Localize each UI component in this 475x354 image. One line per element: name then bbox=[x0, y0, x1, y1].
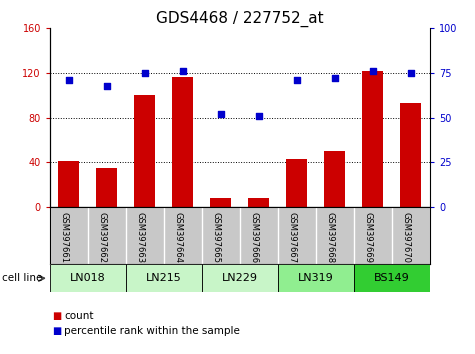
Bar bbox=[134, 95, 155, 207]
Bar bbox=[58, 161, 79, 207]
Bar bbox=[248, 198, 269, 207]
Text: percentile rank within the sample: percentile rank within the sample bbox=[64, 326, 240, 336]
Bar bbox=[400, 103, 421, 207]
Point bbox=[217, 111, 225, 117]
Text: BS149: BS149 bbox=[374, 273, 410, 283]
Text: LN018: LN018 bbox=[70, 273, 106, 283]
Text: LN229: LN229 bbox=[222, 273, 258, 283]
Text: GSM397661: GSM397661 bbox=[60, 212, 69, 263]
Text: GSM397669: GSM397669 bbox=[364, 212, 373, 263]
Bar bbox=[278, 264, 354, 292]
Text: LN215: LN215 bbox=[146, 273, 182, 283]
Text: GSM397663: GSM397663 bbox=[136, 212, 145, 263]
Text: LN319: LN319 bbox=[298, 273, 334, 283]
Text: ■: ■ bbox=[52, 311, 61, 321]
Bar bbox=[172, 78, 193, 207]
Text: GSM397662: GSM397662 bbox=[98, 212, 107, 263]
Bar bbox=[286, 159, 307, 207]
Bar bbox=[126, 264, 202, 292]
Bar bbox=[210, 198, 231, 207]
Text: GSM397670: GSM397670 bbox=[402, 212, 411, 263]
Text: GSM397668: GSM397668 bbox=[326, 212, 335, 263]
Point bbox=[293, 77, 301, 83]
Bar bbox=[202, 264, 278, 292]
Text: cell line: cell line bbox=[2, 273, 43, 283]
Title: GDS4468 / 227752_at: GDS4468 / 227752_at bbox=[156, 11, 323, 27]
Text: GSM397666: GSM397666 bbox=[250, 212, 259, 263]
Bar bbox=[96, 168, 117, 207]
Point bbox=[407, 70, 415, 76]
Text: GSM397664: GSM397664 bbox=[174, 212, 183, 263]
Bar bbox=[324, 151, 345, 207]
Point bbox=[179, 68, 187, 74]
Point bbox=[141, 70, 149, 76]
Text: GSM397667: GSM397667 bbox=[288, 212, 297, 263]
Point bbox=[103, 83, 111, 88]
Point bbox=[369, 68, 377, 74]
Text: ■: ■ bbox=[52, 326, 61, 336]
Point bbox=[255, 113, 263, 119]
Text: count: count bbox=[64, 311, 94, 321]
Bar bbox=[354, 264, 430, 292]
Point bbox=[65, 77, 73, 83]
Point bbox=[331, 75, 339, 81]
Text: GSM397665: GSM397665 bbox=[212, 212, 221, 263]
Bar bbox=[362, 71, 383, 207]
Bar bbox=[50, 264, 126, 292]
